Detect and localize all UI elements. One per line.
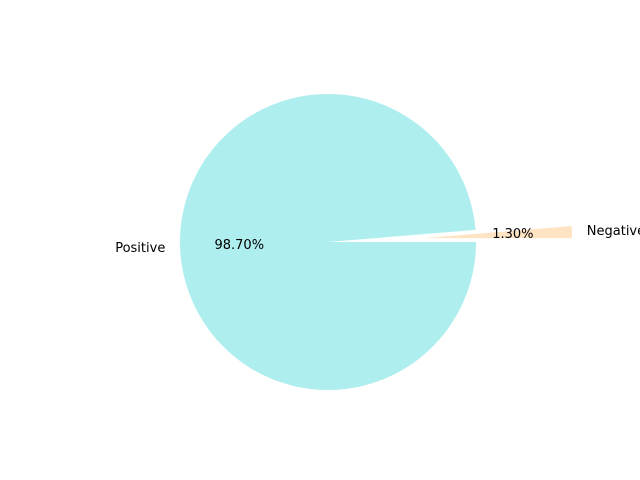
pie-slice-negative xyxy=(424,225,573,239)
slice-percent-positive: 98.70% xyxy=(214,238,264,253)
slice-label-negative: Negative xyxy=(587,224,640,239)
slice-label-positive: Positive xyxy=(115,241,165,256)
pie-slice-positive xyxy=(180,93,476,390)
pie-slices xyxy=(180,93,573,390)
slice-percent-negative: 1.30% xyxy=(492,227,533,242)
pie-labels: Negative 1.30% Positive 98.70% xyxy=(115,224,640,256)
